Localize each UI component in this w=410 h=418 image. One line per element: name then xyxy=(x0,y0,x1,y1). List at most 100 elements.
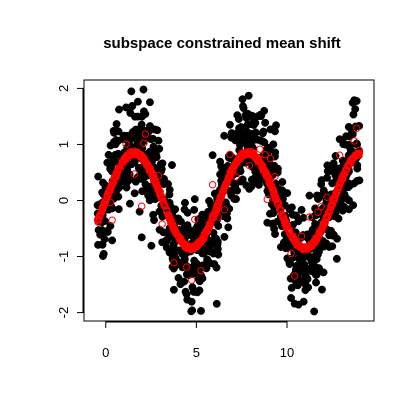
data-point-red xyxy=(269,187,278,196)
data-point-red xyxy=(182,263,191,271)
data-point-red xyxy=(108,179,117,187)
data-point-black xyxy=(263,218,272,227)
data-point-black xyxy=(239,102,247,111)
data-point-black xyxy=(146,122,154,131)
y-tick-label: -2 xyxy=(56,307,71,319)
data-point-black xyxy=(139,85,148,94)
data-point-black xyxy=(108,236,117,245)
x-tick-label: 10 xyxy=(280,345,294,360)
data-point-black xyxy=(266,125,275,134)
data-point-black xyxy=(158,238,167,247)
data-point-black xyxy=(112,120,121,128)
data-point-black xyxy=(287,294,296,302)
data-point-black xyxy=(234,115,243,123)
data-point-black xyxy=(283,189,292,198)
data-point-red xyxy=(268,183,276,192)
data-point-black xyxy=(212,299,221,308)
data-point-red xyxy=(287,249,295,258)
data-point-black xyxy=(332,254,341,263)
data-point-red xyxy=(311,237,319,245)
data-point-black xyxy=(272,121,280,130)
data-point-black xyxy=(244,91,253,100)
data-point-black xyxy=(165,190,174,199)
data-point-red xyxy=(205,222,214,231)
data-point-red xyxy=(352,124,361,132)
data-point-black xyxy=(355,176,364,185)
data-point-black xyxy=(287,203,296,212)
data-point-red xyxy=(314,208,322,216)
data-point-black xyxy=(301,280,310,289)
data-point-black xyxy=(171,205,180,214)
data-point-red xyxy=(95,211,104,219)
data-point-red xyxy=(327,202,335,210)
data-point-red xyxy=(263,195,271,204)
data-point-black xyxy=(345,196,353,205)
data-point-red xyxy=(215,198,223,206)
data-point-red xyxy=(289,232,297,240)
data-point-black xyxy=(304,265,313,274)
data-point-black xyxy=(293,263,302,272)
data-point-red xyxy=(290,272,299,280)
data-point-black xyxy=(181,287,190,296)
data-point-black xyxy=(214,222,223,230)
data-point-black xyxy=(114,205,123,214)
data-point-black xyxy=(146,149,155,158)
data-point-black xyxy=(317,176,326,185)
data-point-red xyxy=(94,216,102,224)
data-point-red xyxy=(140,139,148,147)
data-point-red xyxy=(323,193,331,201)
data-point-red xyxy=(276,205,285,214)
data-point-red xyxy=(270,191,279,200)
data-point-black xyxy=(121,171,129,180)
data-point-black xyxy=(190,205,199,214)
data-point-red xyxy=(98,207,106,215)
data-point-red xyxy=(279,213,287,221)
data-point-red xyxy=(317,226,326,234)
data-point-red xyxy=(187,276,196,284)
data-point-red xyxy=(214,201,222,209)
data-point-black xyxy=(174,273,183,282)
data-point-black xyxy=(338,136,347,145)
data-point-black xyxy=(236,167,245,176)
data-point-red xyxy=(122,140,130,148)
data-point-red xyxy=(225,172,233,180)
data-point-red xyxy=(305,213,314,221)
data-point-black xyxy=(189,287,198,296)
data-point-black xyxy=(261,118,270,127)
data-point-red xyxy=(266,154,275,163)
data-point-red xyxy=(355,146,363,154)
data-point-black xyxy=(98,226,107,235)
data-point-red xyxy=(141,130,150,138)
data-point-black xyxy=(94,172,103,181)
data-point-black xyxy=(181,198,189,207)
data-point-black xyxy=(169,285,178,294)
data-point-black xyxy=(242,181,251,190)
data-point-black xyxy=(155,144,164,153)
data-point-black xyxy=(305,191,314,200)
data-point-red xyxy=(191,215,199,224)
y-tick-label: 2 xyxy=(56,85,71,92)
data-point-black xyxy=(312,278,320,287)
data-point-red xyxy=(325,209,333,217)
data-point-black xyxy=(111,150,120,159)
data-point-black xyxy=(238,175,247,184)
data-point-black xyxy=(147,241,156,250)
data-point-red xyxy=(227,165,236,173)
data-point-red xyxy=(341,167,349,175)
data-point-red xyxy=(209,213,218,222)
data-point-black xyxy=(278,178,287,186)
data-point-red xyxy=(111,172,120,181)
data-point-black xyxy=(223,214,232,223)
data-point-red xyxy=(256,145,264,153)
data-point-red xyxy=(333,185,342,193)
data-point-black xyxy=(325,231,334,240)
data-point-black xyxy=(115,183,124,192)
data-point-black xyxy=(269,140,278,149)
data-point-red xyxy=(170,224,178,232)
data-point-black xyxy=(138,187,147,196)
data-point-black xyxy=(281,244,290,253)
data-point-black xyxy=(94,240,103,249)
data-point-red xyxy=(286,230,295,239)
data-point-black xyxy=(110,128,118,137)
